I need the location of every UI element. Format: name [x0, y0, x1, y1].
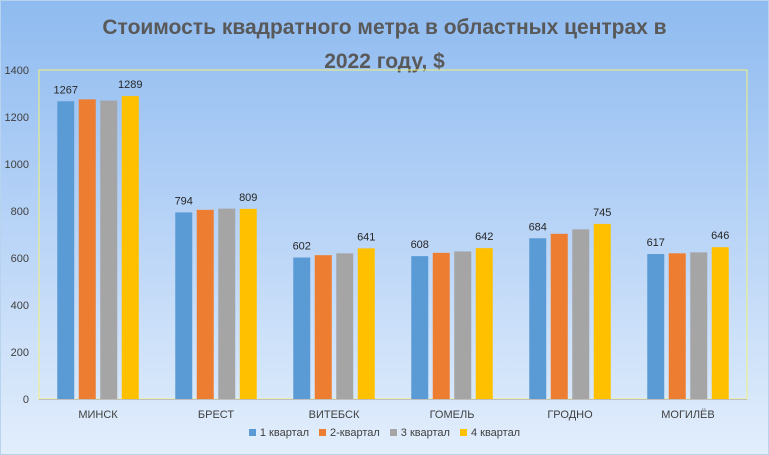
bar: [314, 255, 332, 399]
bar: [100, 100, 118, 400]
bar: [293, 257, 311, 399]
legend-swatch: [459, 429, 467, 436]
legend-swatch: [248, 429, 256, 436]
y-tick-label: 200: [11, 347, 29, 359]
bar: [454, 251, 472, 399]
bar: [239, 208, 257, 399]
x-tick-label: ГОМЕЛЬ: [430, 409, 475, 421]
bar: [690, 252, 708, 399]
legend-item: 1 квартал: [248, 427, 310, 439]
data-label: 745: [593, 207, 611, 219]
data-label: 642: [475, 231, 493, 243]
data-label: 641: [357, 231, 375, 243]
bar: [336, 253, 354, 399]
legend-swatch: [319, 429, 327, 436]
legend-item: 4 квартал: [459, 427, 521, 439]
bar: [475, 248, 493, 399]
chart-legend: 1 квартал 2-квартал 3 квартал 4 квартал: [1, 427, 768, 439]
chart-title: Стоимость квадратного метра в областных …: [1, 11, 768, 79]
legend-label: 3 квартал: [400, 427, 450, 439]
y-tick-label: 800: [11, 206, 29, 218]
data-label: 608: [411, 239, 429, 251]
data-label: 794: [175, 195, 193, 207]
data-label: 646: [711, 230, 729, 242]
x-tick-label: БРЕСТ: [198, 409, 234, 421]
data-label: 809: [239, 192, 257, 204]
bar: [411, 256, 429, 399]
bar: [432, 252, 450, 399]
legend-label: 2-квартал: [330, 427, 380, 439]
bar: [57, 101, 75, 399]
y-tick-label: 1200: [5, 112, 29, 124]
bar: [357, 248, 375, 399]
bar: [218, 208, 236, 399]
x-tick-label: ВИТЕБСК: [309, 409, 360, 421]
bar: [529, 238, 547, 399]
y-tick-label: 400: [11, 300, 29, 312]
y-tick-label: 0: [23, 394, 29, 406]
y-tick-label: 1000: [5, 159, 29, 171]
legend-label: 4 квартал: [470, 427, 521, 439]
chart-title-line-2: 2022 году, $: [324, 50, 445, 73]
x-tick-label: МОГИЛЁВ: [661, 409, 714, 421]
chart-title-line-1: Стоимость квадратного метра в областных …: [102, 16, 667, 39]
data-label: 602: [293, 241, 311, 253]
plot-area-border: [38, 69, 748, 400]
bar: [121, 96, 139, 400]
y-tick-label: 600: [11, 253, 29, 265]
x-tick-label: МИНСК: [78, 409, 118, 421]
bar: [593, 223, 611, 399]
bar: [78, 99, 96, 399]
bar: [550, 233, 568, 399]
x-tick-label: ГРОДНО: [547, 409, 593, 421]
data-label: 1289: [118, 79, 142, 91]
legend-swatch: [389, 429, 397, 436]
data-label: 1267: [54, 84, 78, 96]
data-label: 684: [529, 221, 547, 233]
bar: [175, 212, 193, 399]
legend-item: 2-квартал: [319, 427, 380, 439]
bar: [572, 229, 590, 399]
y-tick-label: 1400: [5, 65, 29, 77]
data-label: 617: [647, 237, 665, 249]
bar: [647, 254, 665, 399]
bar: [196, 209, 214, 399]
bar: [668, 253, 686, 399]
legend-item: 3 квартал: [389, 427, 450, 439]
bar: [711, 247, 729, 399]
legend-label: 1 квартал: [259, 427, 310, 439]
